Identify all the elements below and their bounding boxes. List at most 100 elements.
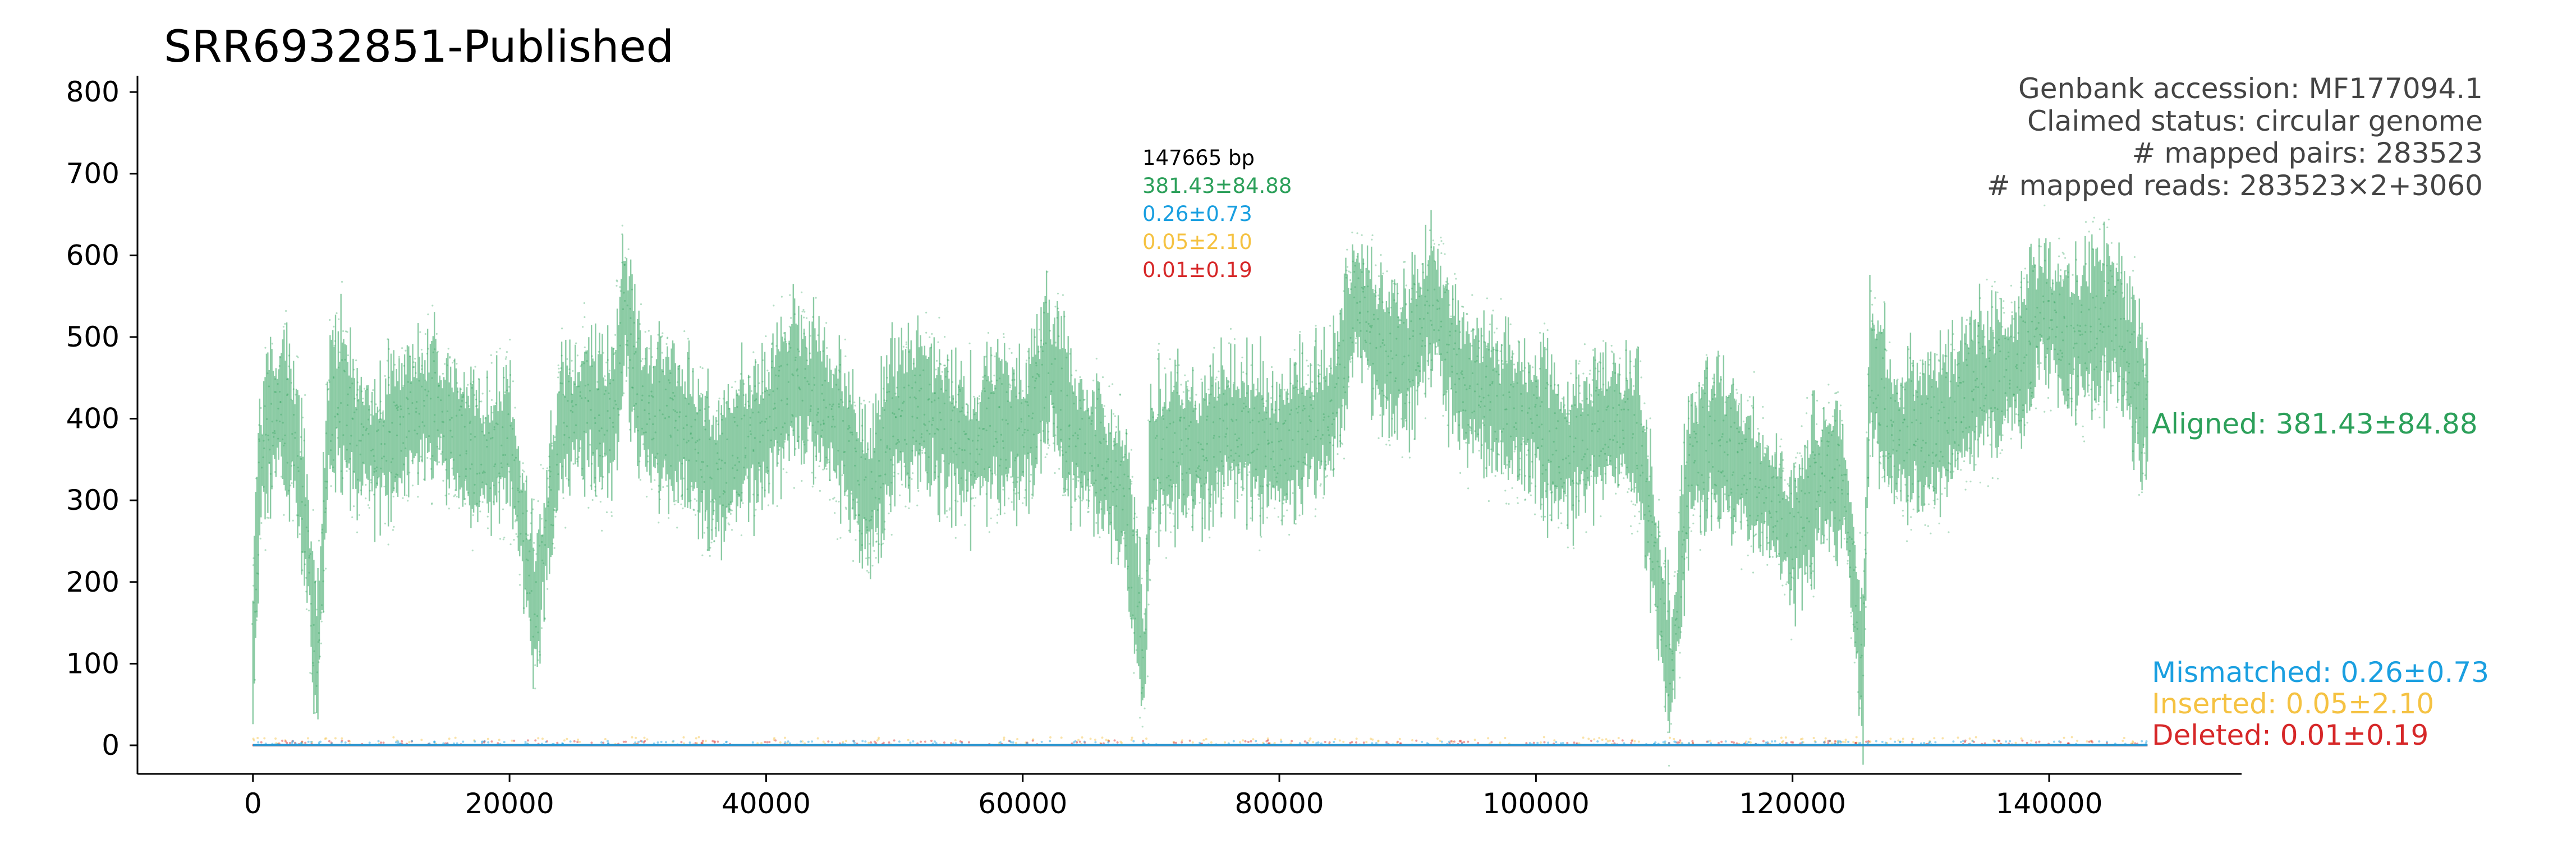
- aligned-point: [1169, 358, 1171, 361]
- aligned-point: [360, 423, 362, 425]
- aligned-point: [1586, 398, 1588, 400]
- aligned-point: [1094, 430, 1096, 497]
- aligned-point: [1772, 531, 1774, 533]
- aligned-point: [929, 433, 931, 435]
- aligned-point: [1207, 388, 1210, 391]
- aligned-point: [1888, 453, 1890, 455]
- aligned-point: [1013, 369, 1015, 511]
- aligned-point: [1654, 516, 1655, 585]
- aligned-point: [1124, 545, 1127, 547]
- aligned-point: [904, 349, 907, 488]
- aligned-point: [1900, 384, 1902, 386]
- aligned-point: [1371, 238, 1373, 241]
- aligned-point: [1705, 360, 1707, 532]
- aligned-point: [1895, 496, 1898, 498]
- aligned-point: [325, 421, 327, 533]
- aligned-point: [795, 359, 797, 361]
- aligned-point: [383, 455, 385, 458]
- aligned-point: [1821, 473, 1823, 475]
- aligned-point: [496, 355, 498, 502]
- aligned-point: [759, 441, 761, 443]
- aligned-point: [1320, 460, 1323, 463]
- aligned-point: [954, 442, 957, 444]
- aligned-point: [328, 379, 330, 381]
- aligned-point: [1394, 431, 1396, 433]
- aligned-point: [441, 421, 444, 423]
- aligned-point: [1429, 255, 1431, 354]
- aligned-point: [1126, 432, 1128, 435]
- aligned-point: [903, 373, 905, 463]
- aligned-point: [1776, 537, 1778, 539]
- aligned-point: [813, 376, 815, 379]
- aligned-point: [1854, 641, 1857, 643]
- aligned-point: [1241, 410, 1243, 412]
- aligned-point: [1652, 568, 1654, 570]
- aligned-point: [1770, 465, 1772, 551]
- aligned-point: [1146, 570, 1148, 572]
- aligned-point: [1354, 261, 1356, 332]
- aligned-point: [336, 368, 338, 428]
- aligned-point: [1257, 378, 1259, 476]
- aligned-point: [694, 404, 695, 489]
- aligned-point: [1201, 517, 1204, 519]
- aligned-point: [272, 371, 274, 455]
- aligned-point: [1896, 393, 1899, 395]
- aligned-point: [1779, 501, 1781, 503]
- aligned-point: [851, 404, 852, 491]
- aligned-point: [1664, 547, 1666, 712]
- aligned-point: [895, 443, 897, 445]
- aligned-point: [1270, 397, 1273, 399]
- aligned-point: [1834, 419, 1836, 422]
- aligned-point: [1872, 402, 1875, 404]
- aligned-point: [564, 527, 567, 529]
- aligned-point: [1420, 287, 1421, 382]
- aligned-point: [1426, 312, 1429, 315]
- aligned-point: [579, 447, 581, 449]
- aligned-point: [626, 344, 628, 347]
- aligned-point: [1014, 456, 1017, 459]
- aligned-point: [1578, 360, 1581, 362]
- aligned-point: [1191, 386, 1192, 496]
- aligned-point: [695, 441, 697, 444]
- aligned-point: [922, 369, 925, 371]
- aligned-point: [697, 452, 700, 454]
- aligned-point: [1513, 363, 1516, 366]
- aligned-point: [963, 376, 965, 503]
- aligned-point: [453, 359, 455, 362]
- aligned-point: [635, 403, 637, 405]
- aligned-point: [1921, 446, 1923, 449]
- aligned-point: [1795, 486, 1798, 488]
- aligned-point: [1502, 472, 1504, 474]
- aligned-point: [773, 408, 775, 411]
- aligned-point: [1516, 372, 1517, 437]
- aligned-point: [1506, 464, 1508, 466]
- aligned-point: [1230, 449, 1232, 451]
- aligned-point: [1440, 320, 1443, 322]
- aligned-point: [1180, 384, 1182, 386]
- aligned-point: [1713, 373, 1715, 500]
- aligned-point: [1759, 443, 1761, 552]
- aligned-point: [803, 376, 806, 379]
- aligned-point: [576, 460, 578, 463]
- aligned-point: [1237, 386, 1238, 500]
- aligned-point: [1339, 312, 1341, 315]
- aligned-point: [1932, 370, 1935, 492]
- aligned-point: [1761, 513, 1763, 515]
- aligned-point: [1253, 450, 1255, 452]
- aligned-point: [917, 405, 919, 408]
- aligned-point: [1641, 464, 1643, 467]
- aligned-point: [435, 333, 438, 335]
- aligned-point: [650, 488, 653, 491]
- aligned-point: [1654, 603, 1656, 606]
- aligned-point: [811, 321, 813, 442]
- aligned-point: [1414, 255, 1416, 440]
- aligned-point: [1920, 359, 1922, 362]
- aligned-point: [1644, 432, 1646, 569]
- aligned-point: [1820, 466, 1822, 468]
- aligned-point: [1402, 307, 1404, 428]
- aligned-point: [288, 354, 290, 357]
- aligned-point: [608, 392, 610, 394]
- aligned-point: [633, 404, 636, 407]
- aligned-point: [1787, 483, 1789, 485]
- aligned-point: [1719, 517, 1721, 519]
